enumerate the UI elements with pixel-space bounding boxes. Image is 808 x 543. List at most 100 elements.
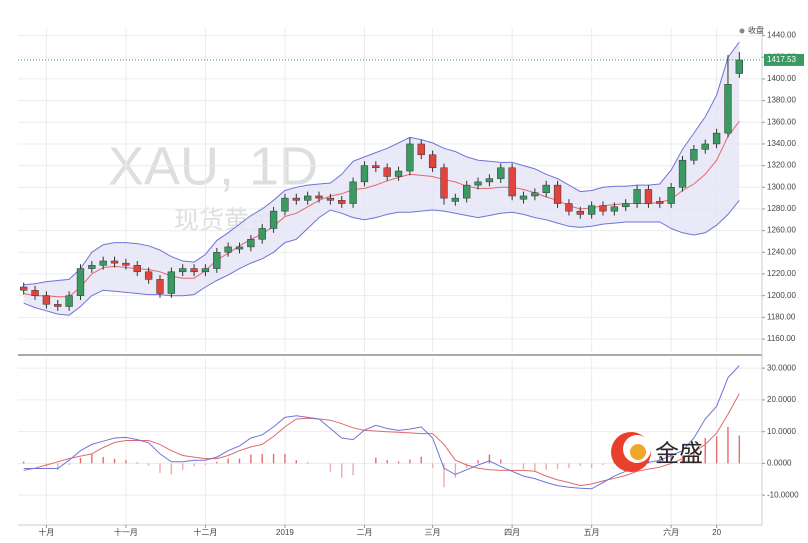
candle-body <box>576 210 584 215</box>
candle-body <box>440 167 448 199</box>
x-tick-label: 二月 <box>356 528 372 537</box>
candle-body <box>213 252 221 269</box>
candle-body <box>258 228 266 240</box>
candle-body <box>599 205 607 212</box>
candle-body <box>326 197 335 201</box>
candle-body <box>122 262 130 266</box>
candle-body <box>190 268 198 273</box>
candle-body <box>247 239 255 248</box>
y-tick-label: 1160.00 <box>767 334 796 343</box>
y-tick-label: 10.0000 <box>767 427 796 436</box>
candle-body <box>497 167 505 179</box>
candle-body <box>179 268 187 273</box>
dea-line <box>23 393 740 487</box>
candle-body <box>735 59 743 74</box>
candle-body <box>349 181 357 204</box>
band-area <box>23 42 740 316</box>
y-tick-label: 1180.00 <box>767 312 796 321</box>
candle-body <box>292 197 300 201</box>
candle-body <box>451 197 459 202</box>
candle-body <box>622 203 630 208</box>
watermark: XAU, 1D <box>108 136 318 196</box>
candle-body <box>485 178 494 183</box>
candle-body <box>712 132 721 145</box>
candle-body <box>99 260 107 266</box>
y-tick-label: 1200.00 <box>767 291 796 300</box>
candle-body <box>133 265 141 273</box>
candle-body <box>144 271 153 280</box>
candle-body <box>644 189 653 204</box>
candle-body <box>76 268 85 296</box>
y-tick-label: 0.0000 <box>767 459 792 468</box>
candle-body <box>519 195 528 200</box>
candle-body <box>667 187 675 204</box>
candle-body <box>42 295 51 305</box>
candle-body <box>531 192 539 197</box>
candle-body <box>656 201 664 204</box>
y-tick-label: 1240.00 <box>767 247 796 256</box>
candle-body <box>542 184 550 193</box>
y-tick-label: 1300.00 <box>767 182 796 191</box>
logo: 金盛 <box>611 432 703 472</box>
x-tick-label: 四月 <box>504 528 520 537</box>
logo-mark <box>630 444 646 460</box>
candle-body <box>428 154 437 169</box>
legend-dot <box>739 28 745 34</box>
candle-body <box>31 289 39 296</box>
candle-body <box>20 286 28 291</box>
last-price-label: 1417.53 <box>767 55 796 64</box>
candle-body <box>360 165 369 183</box>
candle-body <box>383 167 391 177</box>
candle-body <box>338 200 346 204</box>
candle-body <box>406 143 414 172</box>
candle-body <box>417 143 425 156</box>
candle-body <box>553 184 562 204</box>
x-tick-label: 十二月 <box>193 527 217 537</box>
candle-body <box>269 210 278 229</box>
candle-body <box>110 260 119 264</box>
dif-line <box>23 365 740 490</box>
y-tick-label: 1400.00 <box>767 74 796 83</box>
candle-body <box>701 143 709 150</box>
candle-body <box>65 295 73 307</box>
candle-body <box>474 181 482 186</box>
candle-body <box>315 195 323 199</box>
candle-body <box>224 246 232 253</box>
y-tick-label: 1440.00 <box>767 31 796 40</box>
y-tick-label: 20.0000 <box>767 395 796 404</box>
x-tick-label: 20 <box>712 528 721 537</box>
y-tick-label: 1380.00 <box>767 96 796 105</box>
x-tick-label: 六月 <box>663 527 679 537</box>
y-tick-label: 1360.00 <box>767 117 796 126</box>
y-tick-label: 1340.00 <box>767 139 796 148</box>
candle-body <box>678 159 687 188</box>
y-tick-label: -10.0000 <box>767 490 799 499</box>
y-tick-label: 1220.00 <box>767 269 796 278</box>
legend-label: 收盘 <box>748 25 764 35</box>
y-tick-label: 1260.00 <box>767 226 796 235</box>
last-price-box <box>764 53 804 66</box>
candle-body <box>463 184 471 199</box>
candle-body <box>372 165 380 169</box>
y-tick-label: 1320.00 <box>767 161 796 170</box>
candle-body <box>88 265 96 269</box>
candle-body <box>508 167 516 197</box>
candle-body <box>610 206 619 212</box>
y-tick-label: 30.0000 <box>767 363 796 372</box>
candle-body <box>304 195 312 201</box>
x-tick-label: 五月 <box>584 528 600 537</box>
candle-body <box>167 271 176 294</box>
x-tick-label: 三月 <box>425 528 441 537</box>
candle-body <box>201 268 210 273</box>
middle-line <box>23 120 740 298</box>
x-tick-label: 十月 <box>38 527 54 537</box>
band-line <box>23 41 740 286</box>
candle-body <box>633 189 641 204</box>
candle-body <box>54 304 62 307</box>
logo-text: 金盛 <box>655 440 703 467</box>
candle-body <box>565 203 573 212</box>
band-line <box>23 199 740 316</box>
candle-body <box>690 149 698 161</box>
candle-body <box>587 205 596 215</box>
